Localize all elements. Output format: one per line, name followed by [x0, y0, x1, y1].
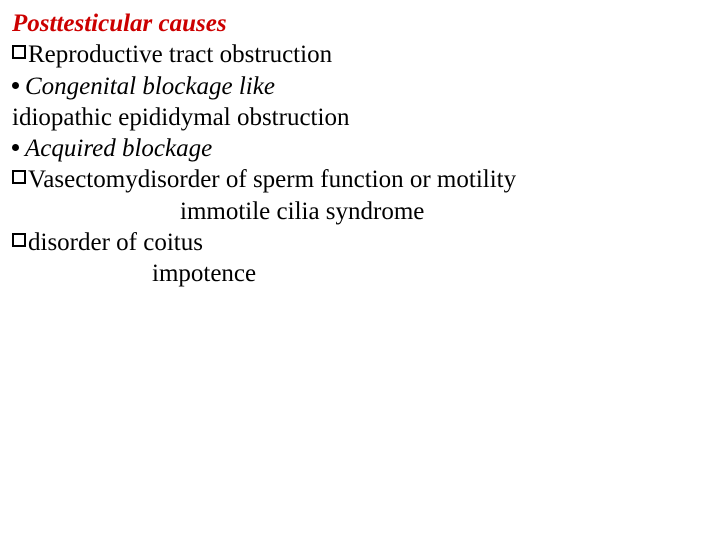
list-item: Congenital blockage like [12, 71, 708, 102]
list-item: Acquired blockage [12, 133, 708, 164]
list-item: Reproductive tract obstruction [12, 39, 708, 70]
list-text: disorder of coitus [28, 227, 203, 258]
slide-content: Posttesticular causes Reproductive tract… [0, 0, 720, 297]
list-text: impotence [152, 258, 256, 289]
list-item: immotile cilia syndrome [12, 196, 708, 227]
title-line: Posttesticular causes [12, 8, 708, 39]
list-item: impotence [12, 258, 708, 289]
list-item: Vasectomydisorder of sperm function or m… [12, 164, 708, 195]
list-text: idiopathic epididymal obstruction [12, 102, 349, 133]
list-text: Reproductive tract obstruction [28, 39, 332, 70]
list-text: immotile cilia syndrome [180, 196, 424, 227]
list-text: Vasectomydisorder of sperm function or m… [28, 164, 516, 195]
list-text: Acquired blockage [25, 133, 212, 164]
square-bullet-icon [12, 233, 26, 247]
list-text: Congenital blockage like [25, 71, 275, 102]
square-bullet-icon [12, 45, 26, 59]
title-text: Posttesticular causes [12, 8, 227, 39]
list-item: idiopathic epididymal obstruction [12, 102, 708, 133]
list-item: disorder of coitus [12, 227, 708, 258]
dot-bullet-icon [12, 144, 19, 151]
square-bullet-icon [12, 170, 26, 184]
dot-bullet-icon [12, 82, 19, 89]
